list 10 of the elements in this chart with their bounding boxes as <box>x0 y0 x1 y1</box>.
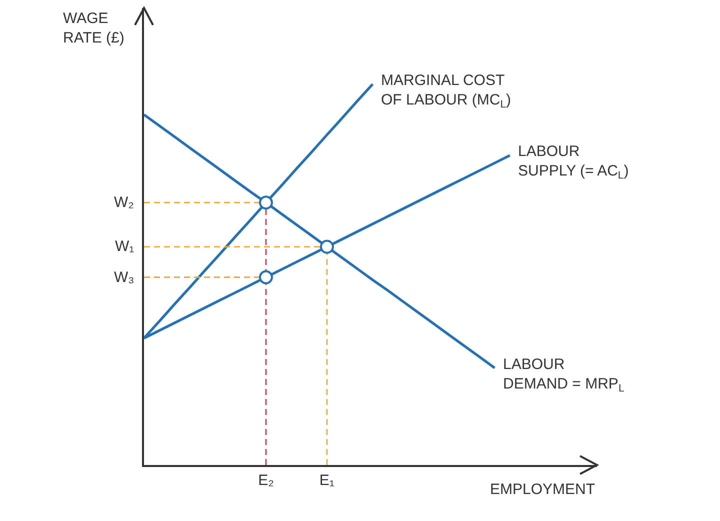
x-tick-label: E₂ <box>258 472 274 489</box>
series-label: W₃ <box>114 269 134 286</box>
series-label: LABOUR SUPPLY (= AC$_{L}$) <box>518 143 629 182</box>
x-axis-title: EMPLOYMENT <box>490 481 596 498</box>
series-label: MARGINAL COST OF LABOUR (MC$_{L}$) <box>381 72 512 111</box>
y-axis-title: WAGE RATE (£) <box>63 10 124 46</box>
x-tick-label: E₁ <box>319 472 334 489</box>
series-label: W₁ <box>115 238 134 255</box>
series-label: LABOUR DEMAND = MRP$_{L}$ <box>503 356 624 395</box>
series-label: W₂ <box>114 194 134 211</box>
